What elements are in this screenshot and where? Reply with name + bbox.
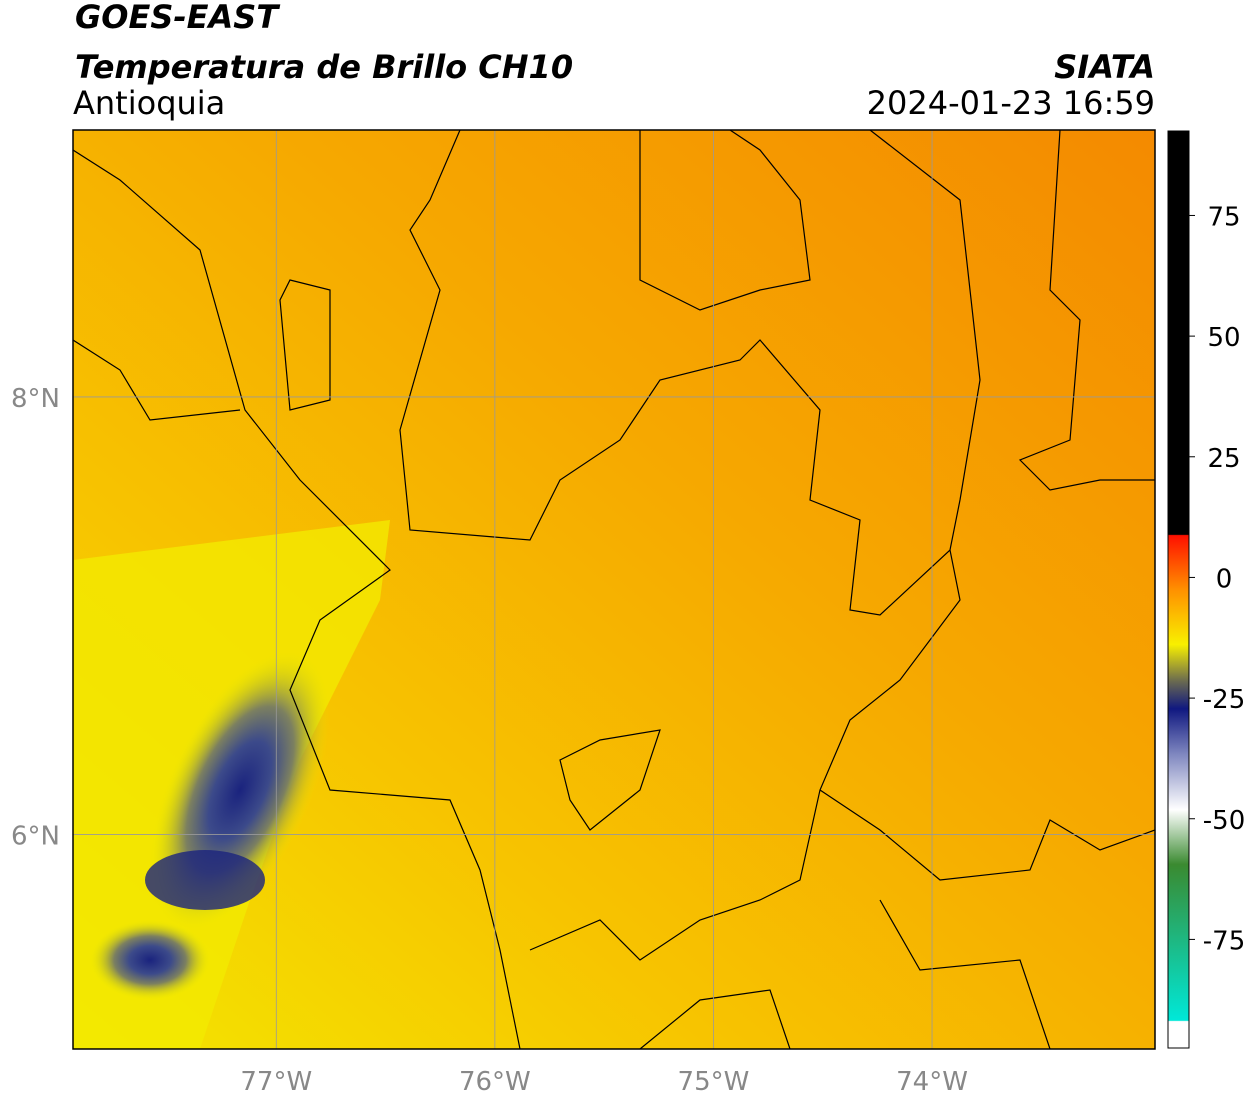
title: GOES-EAST [75, 0, 280, 36]
lat-label: 6°N [11, 822, 60, 852]
colorbar-tick-label: -50 [1203, 806, 1245, 836]
lon-label: 77°W [240, 1067, 312, 1097]
lat-label: 8°N [11, 384, 60, 414]
boundaries [73, 130, 1155, 1049]
colorbar-tick-label: 0 [1216, 564, 1233, 594]
colorbar-tick-label: 25 [1207, 444, 1240, 474]
colorbar-tick-label: 50 [1207, 323, 1240, 353]
colorbar-tick-label: 75 [1207, 202, 1240, 232]
colorbar-tick-label: -75 [1203, 926, 1245, 956]
colorbar [1167, 130, 1190, 1049]
datetime: 2024-01-23 16:59 [867, 84, 1155, 122]
map-frame [72, 129, 1156, 1050]
region: Antioquia [73, 84, 225, 122]
subtitle: Temperatura de Brillo CH10 [75, 48, 573, 86]
lon-label: 75°W [678, 1067, 750, 1097]
source: SIATA [1054, 48, 1155, 86]
lon-label: 74°W [896, 1067, 968, 1097]
cloud [90, 920, 210, 1000]
colorbar-tick-label: -25 [1203, 685, 1245, 715]
lon-label: 76°W [459, 1067, 531, 1097]
cloud-core [145, 850, 265, 910]
map-image [73, 130, 1155, 1049]
